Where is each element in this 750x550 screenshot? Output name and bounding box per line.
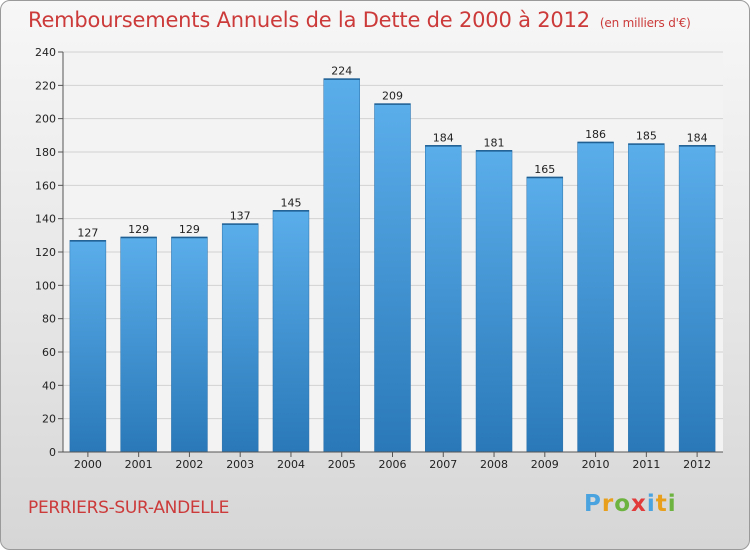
- bar-2011: [628, 143, 665, 453]
- x-tick-label-2003: 2003: [226, 458, 254, 471]
- x-tick-label-2007: 2007: [429, 458, 457, 471]
- x-tick-label-2005: 2005: [328, 458, 356, 471]
- chart-subtitle: (en milliers d'€): [599, 16, 691, 30]
- y-tick-label: 220: [35, 79, 56, 92]
- value-label-2002: 129: [179, 223, 200, 236]
- x-tick-label-2011: 2011: [632, 458, 660, 471]
- value-label-2005: 224: [331, 65, 352, 78]
- value-label-2001: 129: [128, 223, 149, 236]
- y-tick-label: 20: [42, 413, 56, 426]
- value-label-2007: 184: [433, 131, 454, 144]
- x-tick-label-2002: 2002: [175, 458, 203, 471]
- axes: [58, 51, 723, 457]
- labels: 0 20 40 60 80 100 120 140 160 180 200 220 240 127 2000…: [35, 46, 711, 471]
- x-tick-label-2004: 2004: [277, 458, 305, 471]
- y-tick-label: 40: [42, 379, 56, 392]
- bar-2002: [171, 236, 208, 453]
- value-label-2003: 137: [230, 210, 251, 223]
- x-tick-label-2001: 2001: [125, 458, 153, 471]
- bar-2005: [323, 78, 360, 453]
- value-label-2009: 165: [534, 163, 555, 176]
- y-tick-label: 80: [42, 313, 56, 326]
- logo-letter: i: [646, 491, 656, 517]
- y-tick-label: 120: [35, 246, 56, 259]
- x-tick-label-2010: 2010: [582, 458, 610, 471]
- x-tick-label-2000: 2000: [74, 458, 102, 471]
- bar-2001: [120, 236, 157, 453]
- y-tick-label: 140: [35, 213, 56, 226]
- x-tick-label-2012: 2012: [683, 458, 711, 471]
- value-label-2004: 145: [280, 196, 301, 209]
- y-tick-label: 200: [35, 113, 56, 126]
- logo-letter: P: [584, 491, 602, 517]
- bar-2004: [272, 210, 310, 453]
- y-tick-label: 0: [49, 446, 56, 459]
- y-tick-label: 180: [35, 146, 56, 159]
- bars: [69, 78, 716, 453]
- bar-2007: [425, 145, 462, 453]
- y-tick-label: 240: [35, 46, 56, 59]
- value-label-2012: 184: [687, 131, 708, 144]
- logo-letter: o: [614, 491, 632, 517]
- proxiti-logo[interactable]: Proxiti: [584, 491, 677, 517]
- y-tick-label: 60: [42, 346, 56, 359]
- bar-2010: [577, 141, 614, 453]
- bar-2008: [475, 150, 513, 453]
- value-label-2000: 127: [77, 226, 98, 239]
- x-tick-label-2008: 2008: [480, 458, 508, 471]
- logo-letter: i: [667, 491, 677, 517]
- x-tick-label-2006: 2006: [379, 458, 407, 471]
- bar-2000: [69, 240, 107, 453]
- bar-2012: [678, 145, 716, 453]
- commune-name: PERRIERS-SUR-ANDELLE: [28, 498, 230, 518]
- chart-title: Remboursements Annuels de la Dette de 20…: [28, 8, 691, 32]
- x-tick-label-2009: 2009: [531, 458, 559, 471]
- logo-letter: t: [655, 491, 668, 517]
- logo-letter: r: [601, 491, 615, 517]
- bar-2003: [221, 223, 259, 453]
- logo-letter: x: [631, 491, 647, 517]
- value-label-2008: 181: [484, 136, 505, 149]
- value-label-2006: 209: [382, 90, 403, 103]
- y-tick-label: 100: [35, 279, 56, 292]
- value-label-2010: 186: [585, 128, 606, 141]
- bar-2009: [526, 176, 564, 453]
- bar-2006: [374, 103, 411, 453]
- value-label-2011: 185: [636, 130, 657, 143]
- y-tick-label: 160: [35, 179, 56, 192]
